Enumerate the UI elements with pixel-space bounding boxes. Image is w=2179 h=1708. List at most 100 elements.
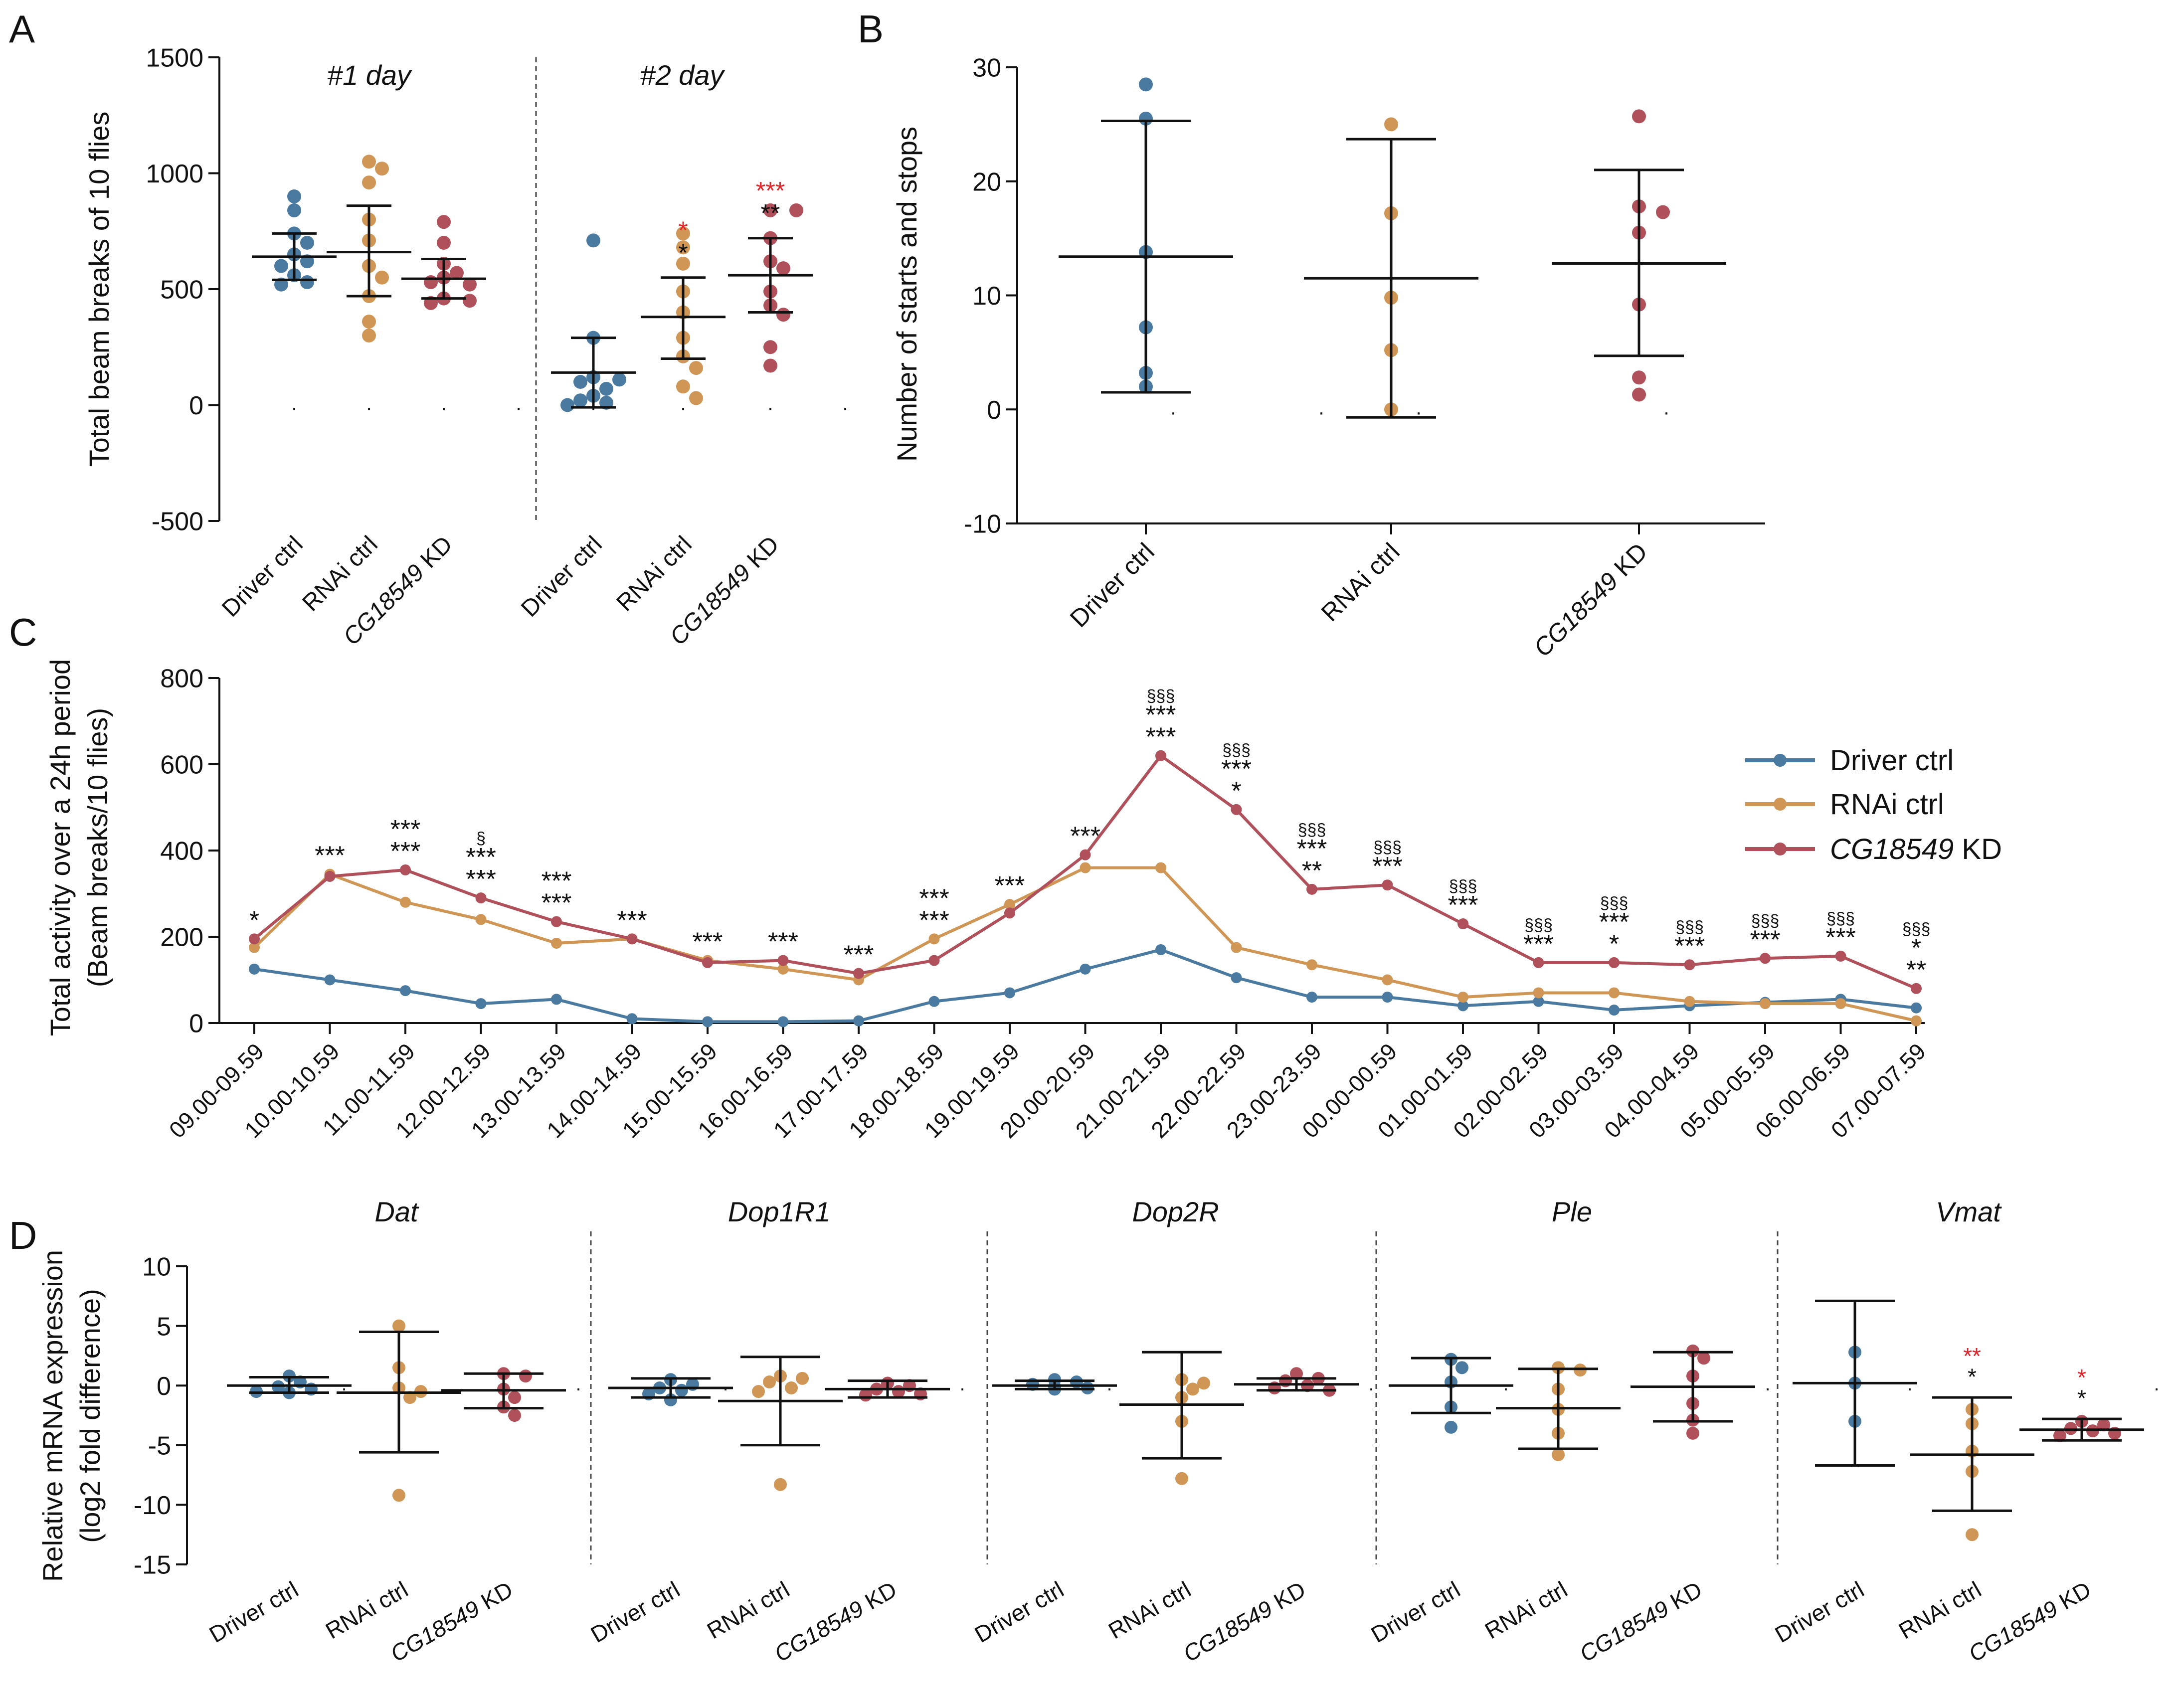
panel-a-point (763, 203, 777, 217)
panel-c-sig-mark: ** (1302, 856, 1322, 885)
panel-d-point (1197, 1376, 1210, 1390)
panel-a-point (789, 203, 803, 217)
panel-a-point (362, 175, 376, 190)
panel-d-gene-title: Vmat (1936, 1196, 2002, 1227)
panel-c-sig-mark: ** (1906, 956, 1926, 985)
panel-d-category-label: RNAi ctrl (321, 1576, 412, 1644)
panel-a-point (676, 256, 690, 271)
panel-c-point (1609, 957, 1620, 968)
panel-c-point (928, 996, 940, 1007)
panel-c-point (400, 896, 411, 908)
panel-c-point (777, 963, 789, 975)
panel-c-point (249, 942, 260, 953)
panel-c-point (1760, 953, 1771, 964)
panel-c-point (1457, 1000, 1468, 1012)
panel-c-sig-mark: * (249, 906, 259, 935)
panel-c-y-axis-tick-label: 800 (160, 665, 203, 693)
panel-c-point (853, 1015, 864, 1026)
panel-c-point (249, 963, 260, 975)
panel-c-point (249, 933, 260, 945)
panel-d-point (892, 1385, 905, 1398)
panel-d-category-label: RNAi ctrl (1104, 1576, 1195, 1644)
panel-a-point (560, 398, 574, 412)
panel-c-sig-mark: §§§ (1675, 918, 1704, 937)
panel-a-group-title: #1 day (327, 59, 412, 91)
panel-b-zero-dot: . (1663, 397, 1669, 419)
panel-c-point (1306, 959, 1317, 971)
panel-a-point (676, 379, 690, 394)
panel-c-sig-mark: *** (1825, 923, 1856, 952)
panel-d-point (796, 1371, 809, 1385)
panel-c-sig-mark: §§§ (1147, 687, 1175, 706)
panel-c-point (1231, 942, 1242, 953)
panel-a-sig-mark: ** (761, 199, 780, 227)
panel-c-point (1080, 849, 1091, 860)
panel-c-point (626, 1013, 638, 1025)
panel-c-sig-mark: * (1231, 777, 1241, 806)
panel-a-point (763, 358, 777, 373)
panel-d-category-label: Driver ctrl (586, 1576, 684, 1648)
panel-c-legend-label: Driver ctrl (1830, 744, 1954, 777)
panel-a-point (776, 261, 790, 276)
panel-c-sig-mark: *** (1448, 891, 1478, 920)
panel-c-point (777, 955, 789, 966)
panel-c-point (551, 916, 562, 927)
panel-d-y-axis-tick-label: 5 (157, 1312, 171, 1341)
panel-a-point (612, 372, 626, 387)
panel-d-point (392, 1489, 405, 1502)
panel-c-sig-mark: §§§ (1449, 877, 1477, 896)
panel-c-sig-mark: *** (1674, 932, 1705, 961)
panel-c-point (1911, 1015, 1922, 1026)
panel-a-point (362, 315, 376, 329)
panel-d-point (508, 1409, 521, 1422)
panel-d-point (1290, 1367, 1303, 1380)
panel-b-y-axis-tick-label: 20 (972, 168, 1001, 196)
panel-a-zero-dot: . (842, 393, 848, 415)
panel-c-sig-mark: §§§ (1222, 741, 1251, 760)
panel-c-sig-mark: *** (390, 815, 421, 844)
panel-a-category-label: RNAi ctrl (611, 531, 697, 616)
panel-c-point (1231, 972, 1242, 984)
panel-a-point (599, 381, 613, 396)
panel-c-y-label: Total activity over a 24h period (44, 659, 76, 1036)
panel-a-y-axis-tick-label: 1500 (146, 44, 203, 73)
panel-d-zero-dot: . (1107, 1374, 1112, 1395)
panel-c-point (475, 914, 487, 925)
panel-d-point (1175, 1472, 1188, 1485)
panel-d-point (1552, 1448, 1565, 1461)
panel-d-gene-title: Dop1R1 (728, 1196, 830, 1227)
panel-a-zero-dot: . (441, 393, 446, 415)
panel-d-zero-dot: . (960, 1374, 965, 1395)
panel-c-sig-mark: *** (844, 941, 874, 970)
panel-d-gene-title: Ple (1552, 1196, 1592, 1227)
panel-letter-c: C (9, 610, 37, 654)
panel-d-category-label: CG18549 KD (770, 1576, 901, 1667)
panel-b-category-label: Driver ctrl (1065, 537, 1160, 633)
panel-c-series-line (254, 948, 1917, 1024)
panel-d-gene-title: Dat (374, 1196, 419, 1227)
panel-a-y-label: Total beam breaks of 10 flies (83, 112, 115, 467)
panel-c-legend-marker (1774, 754, 1787, 767)
panel-d-point (2097, 1418, 2110, 1432)
panel-c-point (1004, 987, 1015, 999)
panel-a-category-label: Driver ctrl (217, 531, 308, 622)
panel-a-point (763, 340, 777, 354)
panel-d-y-axis-tick-label: -15 (134, 1551, 171, 1580)
panel-a-point (424, 275, 438, 290)
panel-b-y-axis-tick-label: 10 (972, 282, 1001, 311)
panel-c-sig-mark: *** (693, 928, 723, 957)
panel-c-sig-mark: *** (542, 867, 572, 896)
panel-c-sig-mark: *** (1146, 723, 1176, 752)
panel-c-point (1382, 974, 1393, 986)
panel-c-point (1004, 899, 1015, 910)
panel-d-point (392, 1319, 405, 1333)
panel-a-y-axis-tick-label: 1000 (146, 160, 203, 188)
panel-c-sig-mark: *** (1070, 822, 1100, 851)
panel-c-sig-mark: *** (919, 884, 949, 913)
panel-c-sig-mark: *** (1750, 925, 1781, 954)
panel-c-point (1609, 1005, 1620, 1016)
panel-c-point (551, 937, 562, 949)
panel-a-y-axis-tick-label: 500 (160, 276, 203, 305)
panel-a-point (437, 215, 451, 229)
panel-c-y-axis-tick-label: 400 (160, 837, 203, 866)
